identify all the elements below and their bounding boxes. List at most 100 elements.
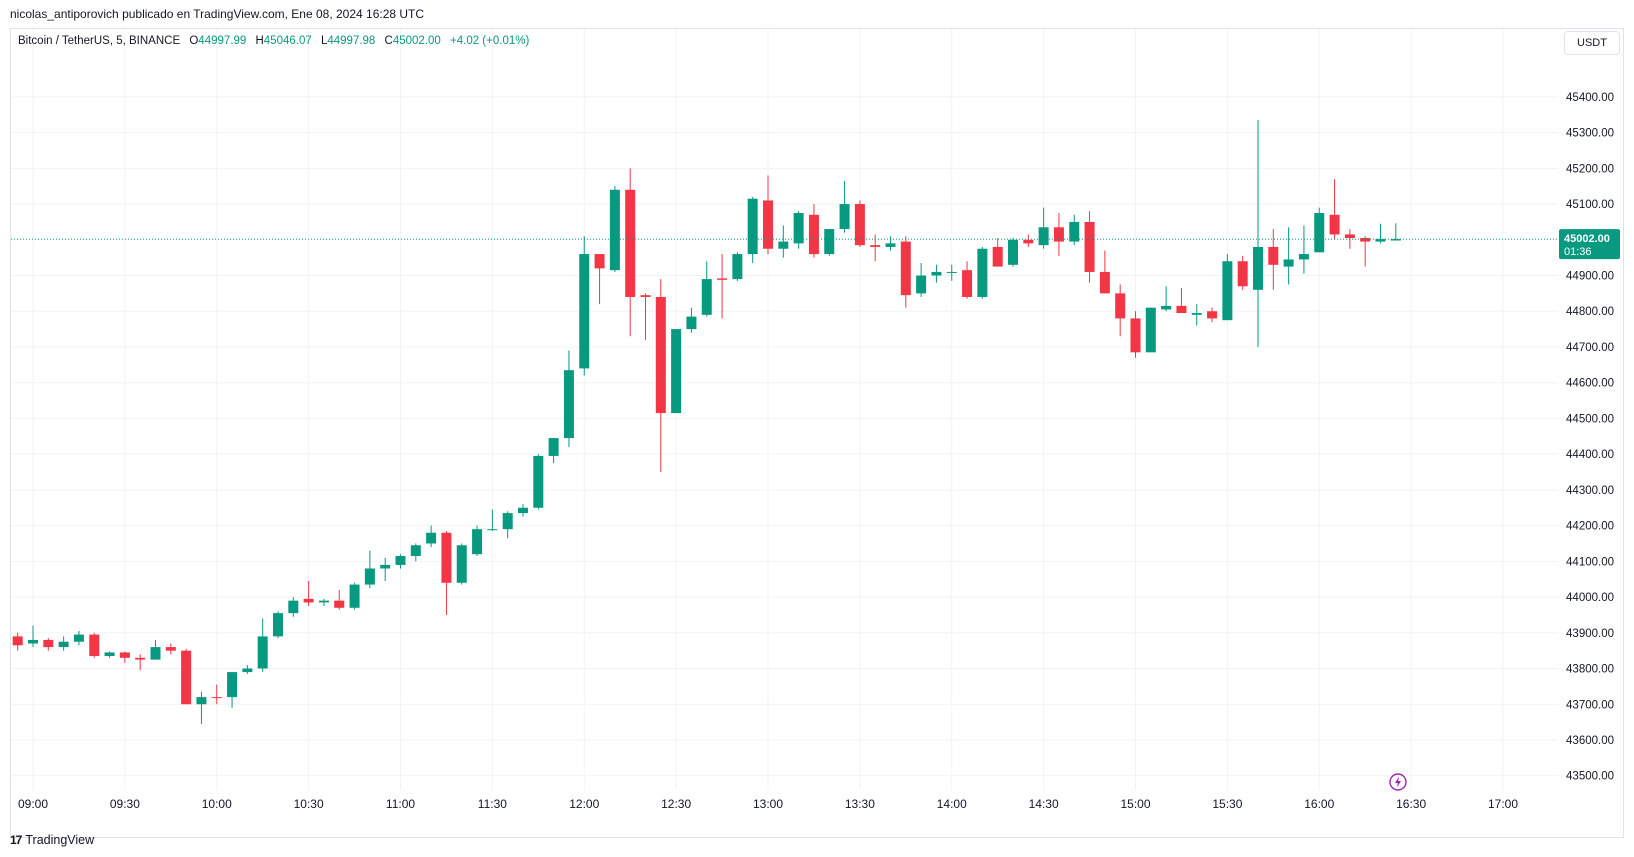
- currency-button[interactable]: USDT: [1564, 31, 1620, 55]
- candle[interactable]: [931, 264, 942, 283]
- candle[interactable]: [380, 557, 391, 581]
- candle[interactable]: [349, 582, 360, 610]
- candle[interactable]: [410, 543, 421, 562]
- candle[interactable]: [1314, 207, 1325, 253]
- candle[interactable]: [28, 625, 38, 648]
- candle[interactable]: [1283, 227, 1294, 285]
- candle[interactable]: [655, 279, 666, 473]
- candle[interactable]: [992, 238, 1003, 267]
- candle[interactable]: [1145, 307, 1156, 353]
- candle[interactable]: [472, 525, 483, 556]
- candle[interactable]: [793, 211, 804, 249]
- candle[interactable]: [1237, 255, 1248, 290]
- candle[interactable]: [671, 329, 682, 414]
- legend-symbol[interactable]: Bitcoin / TetherUS, 5, BINANCE: [18, 35, 181, 47]
- candle[interactable]: [808, 204, 819, 258]
- candle[interactable]: [518, 504, 528, 517]
- candle[interactable]: [977, 246, 988, 299]
- candle[interactable]: [946, 264, 957, 281]
- time-axis[interactable]: 09:00 09:30 10:00 10:30 11:00 11:30 12:00 12:30…: [18, 797, 1518, 811]
- candle[interactable]: [640, 293, 651, 340]
- candle[interactable]: [73, 631, 84, 646]
- candle[interactable]: [196, 691, 207, 724]
- candle[interactable]: [1038, 207, 1049, 249]
- candle[interactable]: [104, 651, 115, 658]
- candle[interactable]: [1069, 214, 1080, 246]
- candle[interactable]: [58, 636, 69, 651]
- x-tick-label: 12:00: [569, 797, 599, 811]
- candle[interactable]: [334, 589, 345, 610]
- candle[interactable]: [303, 580, 314, 607]
- chart-frame[interactable]: [10, 28, 1624, 838]
- candle[interactable]: [548, 438, 559, 464]
- candle[interactable]: [1053, 212, 1064, 256]
- candle[interactable]: [701, 261, 712, 317]
- candle[interactable]: [119, 651, 130, 664]
- candle[interactable]: [1375, 223, 1386, 244]
- candle[interactable]: [1390, 223, 1401, 241]
- candle[interactable]: [1298, 225, 1309, 274]
- candle[interactable]: [563, 350, 574, 448]
- candle[interactable]: [854, 200, 865, 247]
- candle[interactable]: [962, 261, 973, 299]
- candle[interactable]: [1023, 234, 1034, 247]
- candle[interactable]: [916, 263, 927, 297]
- candle[interactable]: [288, 597, 299, 617]
- candle[interactable]: [1268, 229, 1279, 290]
- candle[interactable]: [364, 550, 375, 589]
- candle[interactable]: [625, 168, 636, 337]
- candle[interactable]: [1099, 250, 1110, 294]
- lightning-bolt-icon[interactable]: [1389, 773, 1407, 791]
- candle[interactable]: [763, 175, 773, 255]
- candle[interactable]: [1329, 179, 1340, 240]
- candle[interactable]: [717, 254, 728, 319]
- candle[interactable]: [1191, 304, 1202, 326]
- candle[interactable]: [395, 554, 406, 569]
- candle[interactable]: [227, 672, 238, 708]
- candle[interactable]: [318, 598, 329, 607]
- candle[interactable]: [1161, 286, 1172, 312]
- candle[interactable]: [900, 236, 911, 308]
- candle[interactable]: [441, 530, 452, 615]
- candle[interactable]: [135, 654, 146, 671]
- tradingview-brand[interactable]: 17 TradingView: [10, 833, 94, 847]
- candle[interactable]: [1084, 211, 1095, 283]
- candle[interactable]: [12, 632, 23, 651]
- price-axis[interactable]: 45400.0045300.0045200.0045100.0045000.00…: [1566, 92, 1614, 783]
- candle[interactable]: [211, 684, 222, 705]
- candle[interactable]: [1360, 236, 1371, 267]
- candle[interactable]: [1176, 288, 1187, 314]
- candle[interactable]: [824, 229, 835, 256]
- candle[interactable]: [579, 236, 590, 376]
- candle[interactable]: [594, 254, 605, 305]
- candle[interactable]: [609, 186, 620, 272]
- candle[interactable]: [502, 511, 513, 539]
- candle[interactable]: [1222, 254, 1233, 321]
- candle[interactable]: [426, 525, 437, 548]
- candle[interactable]: [487, 509, 498, 531]
- candle[interactable]: [1253, 120, 1263, 347]
- candle[interactable]: [242, 664, 253, 674]
- candle[interactable]: [778, 225, 789, 258]
- candle[interactable]: [885, 236, 896, 251]
- candle-body: [793, 212, 804, 244]
- candle[interactable]: [257, 618, 268, 673]
- candle[interactable]: [732, 252, 743, 281]
- candle[interactable]: [273, 611, 283, 639]
- candle[interactable]: [89, 632, 100, 658]
- candle[interactable]: [1115, 284, 1126, 337]
- candle[interactable]: [165, 643, 176, 655]
- candle[interactable]: [181, 648, 192, 705]
- candle[interactable]: [870, 234, 881, 262]
- candle[interactable]: [43, 638, 54, 651]
- candle[interactable]: [686, 307, 697, 333]
- candle[interactable]: [1207, 307, 1218, 322]
- candle[interactable]: [1008, 238, 1018, 267]
- candle[interactable]: [839, 180, 850, 233]
- candle[interactable]: [1130, 311, 1141, 358]
- candle[interactable]: [747, 196, 758, 264]
- candle[interactable]: [533, 454, 544, 510]
- candle[interactable]: [456, 543, 467, 585]
- candle[interactable]: [150, 639, 161, 660]
